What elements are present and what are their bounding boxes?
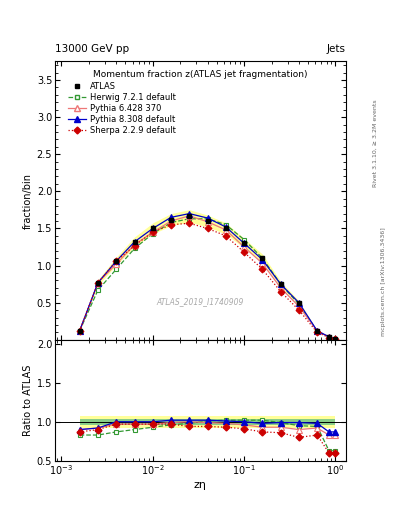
Y-axis label: fraction/bin: fraction/bin xyxy=(22,173,33,229)
Text: mcplots.cern.ch [arXiv:1306.3436]: mcplots.cern.ch [arXiv:1306.3436] xyxy=(381,227,386,336)
Text: 13000 GeV pp: 13000 GeV pp xyxy=(55,44,129,54)
Text: Momentum fraction z(ATLAS jet fragmentation): Momentum fraction z(ATLAS jet fragmentat… xyxy=(93,70,308,79)
Text: Jets: Jets xyxy=(327,44,346,54)
Y-axis label: Ratio to ATLAS: Ratio to ATLAS xyxy=(23,365,33,436)
Text: ATLAS_2019_I1740909: ATLAS_2019_I1740909 xyxy=(157,297,244,306)
Legend: ATLAS, Herwig 7.2.1 default, Pythia 6.428 370, Pythia 8.308 default, Sherpa 2.2.: ATLAS, Herwig 7.2.1 default, Pythia 6.42… xyxy=(65,79,178,138)
Text: Rivet 3.1.10, ≥ 3.2M events: Rivet 3.1.10, ≥ 3.2M events xyxy=(373,99,378,187)
X-axis label: zη: zη xyxy=(194,480,207,490)
